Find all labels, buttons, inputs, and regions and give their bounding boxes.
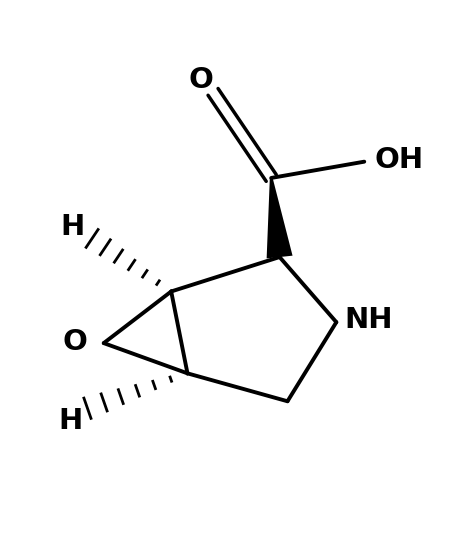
Text: NH: NH [344,306,393,334]
Polygon shape [267,178,292,259]
Text: O: O [189,66,214,94]
Text: O: O [62,328,88,356]
Text: H: H [60,213,84,241]
Text: H: H [58,407,82,435]
Text: OH: OH [374,146,424,175]
